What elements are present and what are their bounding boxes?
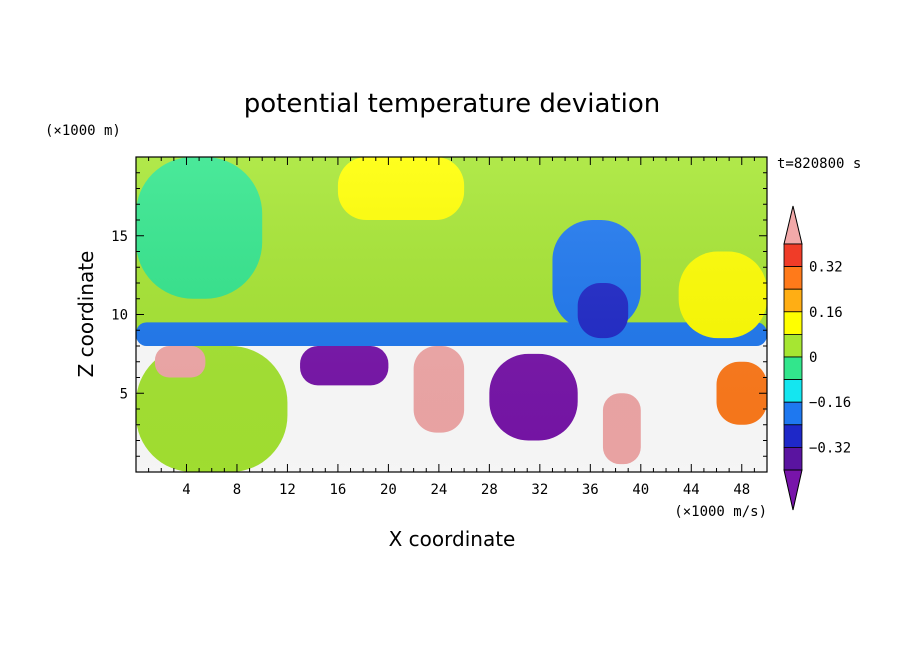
x-tick-label: 28 — [481, 482, 498, 498]
x-tick-label: 12 — [279, 482, 296, 498]
colorbar-swatch — [783, 401, 803, 426]
field-region-1 — [136, 157, 263, 299]
x-tick-label: 24 — [430, 482, 447, 498]
colorbar-swatch — [783, 424, 803, 448]
colorbar-swatch — [783, 266, 803, 290]
x-tick-label: 40 — [632, 482, 649, 498]
y-tick-label: 10 — [111, 308, 128, 324]
colorbar-tick-label: −0.32 — [809, 440, 851, 456]
field-region-3 — [136, 322, 767, 346]
x-axis-label: X coordinate — [389, 527, 516, 551]
field-region-10 — [154, 346, 206, 378]
x-tick-label: 32 — [531, 482, 548, 498]
chart-title: potential temperature deviation — [244, 89, 660, 119]
field-region-5 — [577, 283, 629, 339]
colorbar-tick-label: 0.32 — [809, 260, 843, 276]
colorbar-swatch — [783, 446, 803, 471]
x-tick-label: 16 — [329, 482, 346, 498]
x-tick-label: 44 — [683, 482, 700, 498]
field-region-12 — [602, 393, 641, 465]
colorbar-tick-label: 0 — [809, 350, 817, 366]
colorbar-swatch — [783, 288, 803, 313]
x-unit-label: (×1000 m/s) — [674, 504, 767, 520]
colorbar-swatch — [783, 333, 803, 358]
field-region-2 — [337, 157, 465, 220]
x-axis: 4 8 12 16 20 24 28 32 36 40 44 48 — [148, 157, 755, 498]
colorbar-tick-label: 0.16 — [809, 305, 843, 321]
field-region-6 — [678, 251, 767, 339]
y-tick-label: 5 — [120, 386, 128, 402]
time-label: t=820800 s — [777, 156, 861, 172]
colorbar-swatch — [783, 243, 803, 268]
colorbar-swatch — [783, 311, 803, 335]
x-tick-label: 8 — [233, 482, 241, 498]
x-tick-label: 20 — [380, 482, 397, 498]
colorbar-swatch — [783, 379, 803, 403]
y-unit-label: (×1000 m) — [45, 123, 121, 139]
colorbar: 0.32 0.16 0 −0.16 −0.32 — [783, 205, 851, 511]
x-tick-label: 4 — [182, 482, 190, 498]
colorbar-bottom-arrow — [783, 469, 803, 511]
contour-field — [136, 157, 767, 472]
y-axis-label: Z coordinate — [74, 251, 98, 378]
field-region-9 — [489, 353, 578, 441]
field-region-8 — [300, 346, 389, 386]
x-tick-label: 48 — [733, 482, 750, 498]
y-tick-label: 15 — [111, 229, 128, 245]
x-tick-label: 36 — [582, 482, 599, 498]
y-axis: 5 10 15 — [111, 172, 767, 457]
colorbar-swatch — [783, 356, 803, 381]
colorbar-top-arrow — [783, 205, 803, 245]
field-region-11 — [413, 346, 465, 433]
colorbar-tick-label: −0.16 — [809, 395, 851, 411]
